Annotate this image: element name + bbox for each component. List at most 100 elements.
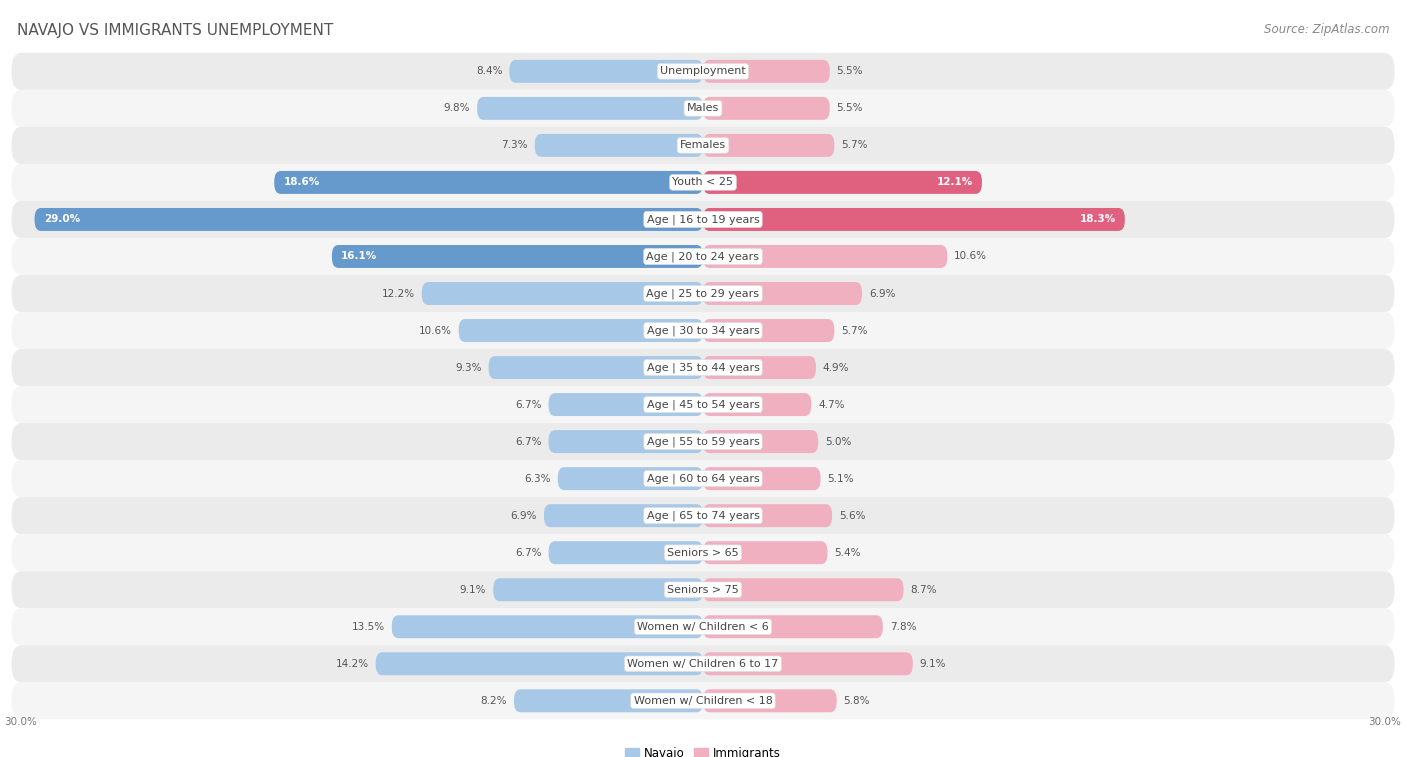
FancyBboxPatch shape bbox=[11, 682, 1395, 719]
FancyBboxPatch shape bbox=[11, 386, 1395, 423]
FancyBboxPatch shape bbox=[548, 430, 703, 453]
Text: 5.6%: 5.6% bbox=[839, 511, 866, 521]
FancyBboxPatch shape bbox=[703, 208, 1125, 231]
Text: 6.9%: 6.9% bbox=[869, 288, 896, 298]
Text: 5.5%: 5.5% bbox=[837, 67, 863, 76]
Text: 5.7%: 5.7% bbox=[841, 326, 868, 335]
Text: 12.1%: 12.1% bbox=[936, 177, 973, 188]
Text: Youth < 25: Youth < 25 bbox=[672, 177, 734, 188]
Text: Source: ZipAtlas.com: Source: ZipAtlas.com bbox=[1264, 23, 1389, 36]
FancyBboxPatch shape bbox=[703, 653, 912, 675]
Text: Males: Males bbox=[688, 104, 718, 114]
FancyBboxPatch shape bbox=[515, 690, 703, 712]
FancyBboxPatch shape bbox=[11, 127, 1395, 164]
Text: 5.7%: 5.7% bbox=[841, 140, 868, 151]
Text: 30.0%: 30.0% bbox=[1368, 717, 1402, 727]
Text: 9.3%: 9.3% bbox=[456, 363, 482, 372]
Text: Age | 20 to 24 years: Age | 20 to 24 years bbox=[647, 251, 759, 262]
Text: 10.6%: 10.6% bbox=[419, 326, 451, 335]
Text: 5.1%: 5.1% bbox=[828, 474, 853, 484]
Text: Age | 65 to 74 years: Age | 65 to 74 years bbox=[647, 510, 759, 521]
FancyBboxPatch shape bbox=[703, 467, 821, 490]
FancyBboxPatch shape bbox=[11, 312, 1395, 349]
Text: Age | 45 to 54 years: Age | 45 to 54 years bbox=[647, 400, 759, 410]
FancyBboxPatch shape bbox=[11, 645, 1395, 682]
FancyBboxPatch shape bbox=[274, 171, 703, 194]
Text: 8.7%: 8.7% bbox=[911, 584, 936, 595]
Text: 5.8%: 5.8% bbox=[844, 696, 870, 706]
Text: Seniors > 75: Seniors > 75 bbox=[666, 584, 740, 595]
Text: Age | 35 to 44 years: Age | 35 to 44 years bbox=[647, 363, 759, 372]
FancyBboxPatch shape bbox=[458, 319, 703, 342]
FancyBboxPatch shape bbox=[703, 319, 834, 342]
FancyBboxPatch shape bbox=[703, 541, 828, 564]
Text: 7.3%: 7.3% bbox=[502, 140, 527, 151]
FancyBboxPatch shape bbox=[11, 238, 1395, 275]
FancyBboxPatch shape bbox=[477, 97, 703, 120]
Text: 5.5%: 5.5% bbox=[837, 104, 863, 114]
FancyBboxPatch shape bbox=[11, 201, 1395, 238]
Text: Age | 25 to 29 years: Age | 25 to 29 years bbox=[647, 288, 759, 299]
Text: Unemployment: Unemployment bbox=[661, 67, 745, 76]
Text: Age | 16 to 19 years: Age | 16 to 19 years bbox=[647, 214, 759, 225]
FancyBboxPatch shape bbox=[35, 208, 703, 231]
Text: 4.7%: 4.7% bbox=[818, 400, 845, 410]
FancyBboxPatch shape bbox=[11, 423, 1395, 460]
Text: 4.9%: 4.9% bbox=[823, 363, 849, 372]
Text: 13.5%: 13.5% bbox=[352, 621, 385, 632]
Text: 12.2%: 12.2% bbox=[382, 288, 415, 298]
FancyBboxPatch shape bbox=[11, 572, 1395, 608]
Text: 10.6%: 10.6% bbox=[955, 251, 987, 261]
Text: 9.1%: 9.1% bbox=[920, 659, 946, 668]
FancyBboxPatch shape bbox=[703, 393, 811, 416]
FancyBboxPatch shape bbox=[392, 615, 703, 638]
FancyBboxPatch shape bbox=[534, 134, 703, 157]
Text: 18.3%: 18.3% bbox=[1080, 214, 1115, 224]
FancyBboxPatch shape bbox=[494, 578, 703, 601]
FancyBboxPatch shape bbox=[703, 97, 830, 120]
FancyBboxPatch shape bbox=[703, 578, 904, 601]
Text: 7.8%: 7.8% bbox=[890, 621, 917, 632]
Text: 9.1%: 9.1% bbox=[460, 584, 486, 595]
Text: 5.0%: 5.0% bbox=[825, 437, 852, 447]
FancyBboxPatch shape bbox=[703, 430, 818, 453]
Text: 8.4%: 8.4% bbox=[477, 67, 502, 76]
Text: Women w/ Children 6 to 17: Women w/ Children 6 to 17 bbox=[627, 659, 779, 668]
Text: 6.3%: 6.3% bbox=[524, 474, 551, 484]
FancyBboxPatch shape bbox=[703, 615, 883, 638]
FancyBboxPatch shape bbox=[703, 356, 815, 379]
FancyBboxPatch shape bbox=[703, 245, 948, 268]
Text: 6.7%: 6.7% bbox=[515, 548, 541, 558]
Legend: Navajo, Immigrants: Navajo, Immigrants bbox=[620, 743, 786, 757]
FancyBboxPatch shape bbox=[703, 134, 834, 157]
FancyBboxPatch shape bbox=[332, 245, 703, 268]
FancyBboxPatch shape bbox=[703, 171, 981, 194]
FancyBboxPatch shape bbox=[11, 497, 1395, 534]
Text: 16.1%: 16.1% bbox=[342, 251, 377, 261]
Text: Age | 55 to 59 years: Age | 55 to 59 years bbox=[647, 436, 759, 447]
FancyBboxPatch shape bbox=[11, 275, 1395, 312]
Text: Women w/ Children < 18: Women w/ Children < 18 bbox=[634, 696, 772, 706]
Text: 30.0%: 30.0% bbox=[4, 717, 38, 727]
FancyBboxPatch shape bbox=[703, 282, 862, 305]
FancyBboxPatch shape bbox=[11, 164, 1395, 201]
FancyBboxPatch shape bbox=[548, 541, 703, 564]
FancyBboxPatch shape bbox=[11, 460, 1395, 497]
FancyBboxPatch shape bbox=[548, 393, 703, 416]
Text: 6.7%: 6.7% bbox=[515, 400, 541, 410]
FancyBboxPatch shape bbox=[509, 60, 703, 83]
Text: 18.6%: 18.6% bbox=[284, 177, 319, 188]
FancyBboxPatch shape bbox=[489, 356, 703, 379]
FancyBboxPatch shape bbox=[11, 349, 1395, 386]
Text: 29.0%: 29.0% bbox=[44, 214, 80, 224]
FancyBboxPatch shape bbox=[703, 504, 832, 527]
Text: 6.9%: 6.9% bbox=[510, 511, 537, 521]
FancyBboxPatch shape bbox=[703, 690, 837, 712]
FancyBboxPatch shape bbox=[558, 467, 703, 490]
Text: 14.2%: 14.2% bbox=[336, 659, 368, 668]
Text: 8.2%: 8.2% bbox=[481, 696, 508, 706]
Text: NAVAJO VS IMMIGRANTS UNEMPLOYMENT: NAVAJO VS IMMIGRANTS UNEMPLOYMENT bbox=[17, 23, 333, 38]
FancyBboxPatch shape bbox=[375, 653, 703, 675]
Text: 5.4%: 5.4% bbox=[834, 548, 860, 558]
FancyBboxPatch shape bbox=[703, 60, 830, 83]
